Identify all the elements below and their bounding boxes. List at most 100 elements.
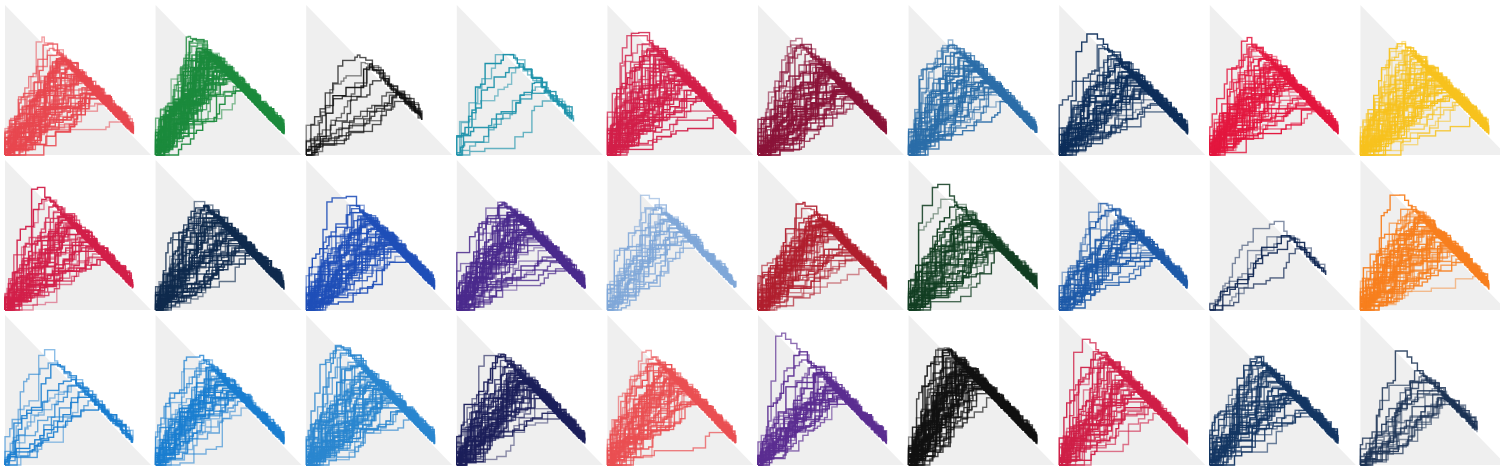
walk-path [154,228,280,310]
panel-14 [456,160,603,311]
walk-path [4,364,131,465]
panel-17 [907,160,1055,311]
walk-path [456,259,581,311]
walk-path [5,226,132,311]
walk-path [456,64,573,156]
walk-path [4,96,132,155]
panel-15 [606,160,754,311]
walk-path [758,228,885,311]
walk-path [154,62,284,155]
panel-26 [757,315,904,466]
walk-path [154,63,285,155]
walk-path [758,391,886,466]
walk-path [5,244,134,311]
walk-path [305,54,415,155]
walk-path [456,231,584,311]
walk-path [1359,117,1490,155]
panel-triangle-background [758,160,904,310]
walk-path [757,44,878,155]
walk-path [1058,104,1187,155]
walk-path [1058,58,1181,155]
walk-path [456,363,579,465]
walk-path [155,70,281,156]
walk-path [758,218,886,311]
walk-path [456,387,579,466]
walk-path [757,255,878,310]
walk-path [1058,382,1186,465]
panel-16 [757,160,904,311]
walk-path [908,227,1037,311]
walk-path [1209,220,1326,310]
walk-path [5,257,132,311]
panel-23 [305,315,453,466]
panel-3 [305,5,453,156]
walk-path [607,89,737,156]
panel-triangle-background [456,5,603,155]
panel-triangle-background [306,5,453,155]
walk-path [305,236,436,310]
walk-path [1360,82,1483,156]
panel-19 [1209,160,1356,311]
panel-4 [456,5,603,156]
walk-path [305,235,434,310]
walk-path [154,388,285,465]
walk-path [306,93,420,156]
walk-path [606,227,728,310]
walk-path [607,369,731,466]
walk-path [1359,214,1489,310]
walk-path [606,363,733,465]
walk-path [1360,78,1488,156]
walk-path [1360,86,1482,156]
panel-9 [1209,5,1356,156]
walk-path [758,90,886,156]
panel-18 [1058,160,1206,311]
walk-path [456,354,584,465]
panel-triangle-background [5,315,151,465]
walk-path [908,219,1034,311]
walk-path [1360,74,1487,156]
panel-8 [1058,5,1206,156]
walk-path [305,91,421,155]
walk-path [607,231,735,311]
walk-path [306,233,435,311]
walk-path [456,231,582,311]
walk-path [607,431,729,466]
walk-path [758,223,883,311]
walk-path [1360,374,1476,466]
walk-path [1058,79,1185,155]
walk-path [1209,379,1337,466]
panel-20 [1359,160,1500,311]
walk-path [907,361,1034,465]
walk-path [305,382,432,465]
walk-path [908,80,1037,156]
walk-path [606,377,736,465]
panel-24 [456,315,603,466]
panel-27 [907,315,1055,466]
walk-path [155,250,282,311]
walk-path [1360,80,1490,156]
walk-path [306,359,431,466]
walk-path [1209,104,1335,156]
walk-path [456,54,575,156]
walk-path [456,391,580,465]
walk-path [305,382,436,465]
walk-path [757,61,888,155]
panel-6 [757,5,904,156]
walk-path [1209,62,1336,155]
panel-21 [4,315,151,466]
walk-path [456,81,572,155]
panel-22 [154,315,302,466]
walk-path [5,75,132,156]
walk-path [1360,79,1482,156]
walk-path [758,93,887,156]
walk-path [907,204,1034,310]
walk-path [154,396,282,465]
walk-path [155,385,284,466]
walk-path [1058,81,1186,155]
walk-path [5,384,134,466]
panel-30 [1359,315,1500,466]
panel-triangle-background [607,160,754,310]
panel-13 [305,160,453,311]
walk-path [757,390,883,465]
walk-path [758,389,880,466]
